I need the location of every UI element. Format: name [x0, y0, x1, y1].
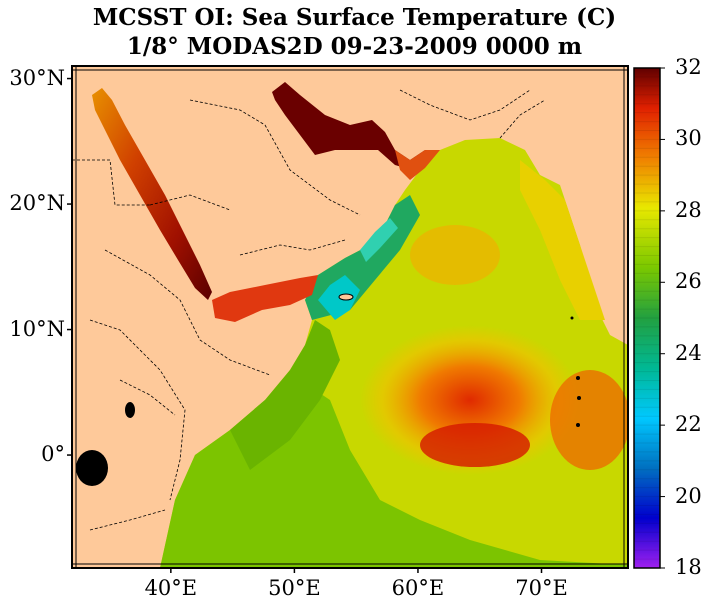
map-subtitle: 1/8° MODAS2D 09-23-2009 0000 m: [126, 33, 583, 60]
warm-patch-north: [410, 225, 500, 285]
colorbar-label: 18: [675, 555, 702, 579]
lake-victoria: [76, 450, 108, 486]
colorbar-label: 26: [675, 269, 702, 294]
map-area: [72, 66, 628, 568]
colorbar-ticks: [634, 67, 665, 569]
map-title: MCSST OI: Sea Surface Temperature (C): [92, 4, 617, 31]
lon-label: 50°E: [268, 576, 321, 600]
colorbar-label: 30: [675, 126, 702, 151]
socotra-island: [338, 293, 354, 301]
axis-ticks: [67, 77, 543, 573]
lakshadweep-islands: [570, 316, 574, 320]
frame-tick-bars: [71, 65, 629, 569]
gulf-of-oman: [395, 150, 440, 180]
lat-label: 30°N: [9, 65, 65, 90]
colorbar-label: 32: [675, 55, 702, 79]
warm-pool-south: [420, 423, 530, 467]
colorbar-frame: [633, 67, 661, 569]
lat-label: 20°N: [9, 191, 65, 216]
colorbar-label: 20: [675, 483, 702, 508]
country-borders: [72, 89, 546, 531]
maldives-islands: [576, 376, 580, 380]
ocean-upwelling-cyan-2: [360, 218, 398, 262]
maldives-islands-2: [577, 396, 581, 400]
ocean-india-coast-yellow: [520, 160, 605, 320]
persian-gulf: [272, 82, 430, 170]
lat-label: 10°N: [9, 316, 65, 341]
lon-label: 40°E: [144, 576, 198, 600]
colorbar-label: 28: [675, 197, 702, 222]
lon-label: 60°E: [391, 576, 445, 600]
lake-tana: [125, 402, 135, 418]
lon-label: 70°E: [515, 576, 568, 600]
colorbar-label: 24: [675, 340, 702, 365]
red-sea: [92, 88, 212, 300]
ocean-somali-green: [230, 320, 340, 470]
colorbar: [634, 68, 660, 568]
maldives-islands-3: [576, 423, 580, 427]
gulf-of-aden: [212, 275, 318, 322]
warm-pool-east: [550, 370, 628, 470]
lat-label: 0°: [41, 442, 65, 467]
colorbar-label: 22: [675, 412, 702, 437]
